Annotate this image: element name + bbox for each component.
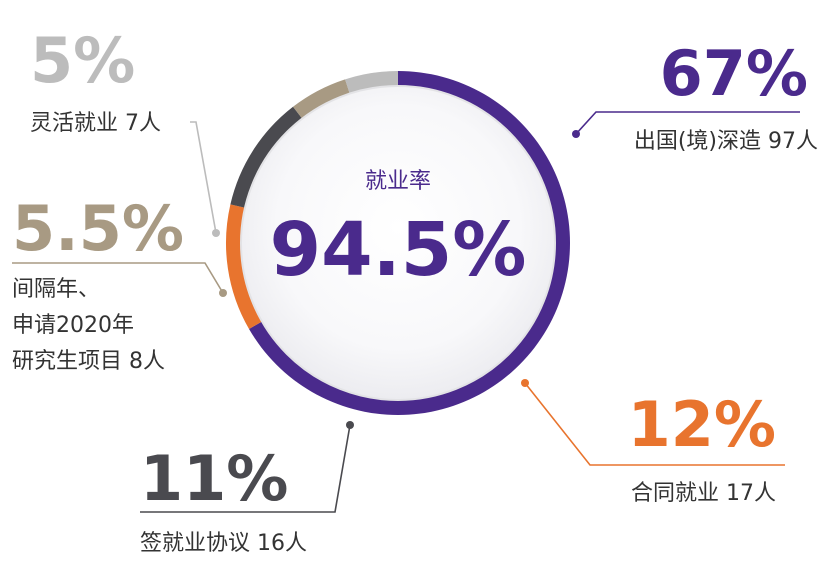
label-gapyear-line1: 间隔年、 xyxy=(12,277,100,302)
label-overseas-pct: 67% xyxy=(660,37,808,110)
donut-center xyxy=(240,85,556,401)
leader-dot-contract xyxy=(521,379,529,387)
label-flexible-text: 灵活就业 7人 xyxy=(30,111,161,136)
slice-contract xyxy=(226,204,263,329)
label-gapyear-pct: 5.5% xyxy=(12,192,184,265)
slice-gapyear xyxy=(293,79,350,119)
leader-dot-gapyear xyxy=(219,289,227,297)
leader-dot-agreement xyxy=(346,421,354,429)
leader-dot-overseas xyxy=(572,130,580,138)
label-contract-text: 合同就业 17人 xyxy=(631,481,776,506)
leader-dot-flexible xyxy=(212,229,220,237)
slice-flexible xyxy=(345,71,398,94)
label-gapyear-line2: 申请2020年 xyxy=(12,313,134,338)
leader-line-overseas xyxy=(575,111,800,135)
label-gapyear-line3: 研究生项目 8人 xyxy=(12,349,165,374)
leader-line-contract xyxy=(524,382,785,466)
label-agreement-pct: 11% xyxy=(140,442,288,515)
label-agreement-text: 签就业协议 16人 xyxy=(140,531,307,556)
center-value: 94.5% xyxy=(270,207,527,293)
center-title: 就业率 xyxy=(365,169,431,194)
leader-line-flexible xyxy=(190,121,217,234)
label-contract-pct: 12% xyxy=(628,388,776,461)
label-overseas-text: 出国(境)深造 97人 xyxy=(634,129,818,154)
leader-line-gapyear xyxy=(12,262,224,294)
leader-line-agreement xyxy=(140,424,351,513)
label-flexible-pct: 5% xyxy=(30,24,135,97)
